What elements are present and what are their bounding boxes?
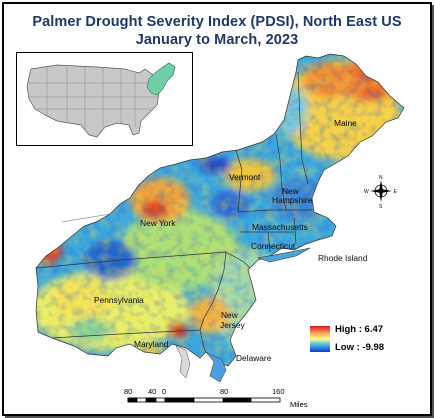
map-title-line1: Palmer Drought Severity Index (PDSI), No… xyxy=(32,14,402,30)
long-island xyxy=(256,247,311,263)
inset-northeast-highlight xyxy=(146,62,176,96)
state-label-maryland: Maryland xyxy=(134,339,169,349)
state-label-delaware: Delaware xyxy=(236,353,272,363)
scale-tick-label: 0 xyxy=(162,387,166,396)
north-arrow-icon: N S E W xyxy=(364,175,398,208)
state-label-new-jersey-line2: Jersey xyxy=(220,320,245,330)
svg-text:E: E xyxy=(394,189,398,195)
state-label-new-hampshire-line1: New xyxy=(282,186,300,196)
state-label-new-jersey-line1: New xyxy=(221,310,239,320)
scale-tick-label: 80 xyxy=(220,387,228,396)
scale-tick-label: 80 xyxy=(124,387,132,396)
legend-low-label: Low : -9.98 xyxy=(335,342,385,353)
svg-text:S: S xyxy=(379,204,383,208)
scale-unit-label: Miles xyxy=(290,400,308,409)
svg-text:N: N xyxy=(379,175,383,181)
scale-tick-label: 40 xyxy=(148,387,156,396)
state-boundaries xyxy=(35,53,405,367)
map-title-line2: January to March, 2023 xyxy=(135,32,299,48)
state-label-new-york: New York xyxy=(140,218,176,228)
legend-high-label: High : 6.47 xyxy=(335,324,384,335)
scale-tick-label: 160 xyxy=(272,387,285,396)
state-label-connecticut: Connecticut xyxy=(251,241,296,251)
chesapeake-bay xyxy=(175,345,191,379)
state-label-maine: Maine xyxy=(334,118,357,128)
map-extent-line xyxy=(61,213,111,223)
state-label-rhode-island: Rhode Island xyxy=(318,253,368,263)
svg-text:W: W xyxy=(364,189,369,195)
us-outline xyxy=(26,62,176,138)
state-label-massachusetts: Massachusetts xyxy=(252,222,308,232)
us-inset-map xyxy=(16,52,193,146)
delmarva-shore xyxy=(205,351,227,383)
state-label-vermont: Vermont xyxy=(229,172,261,182)
state-labels: Maine Vermont New Hampshire New York Mas… xyxy=(94,118,368,363)
state-label-pennsylvania: Pennsylvania xyxy=(94,295,144,305)
scale-bar: 80 40 0 80 160 Miles xyxy=(124,387,308,409)
state-label-new-hampshire-line2: Hampshire xyxy=(272,195,313,205)
legend-color-ramp xyxy=(310,326,330,352)
